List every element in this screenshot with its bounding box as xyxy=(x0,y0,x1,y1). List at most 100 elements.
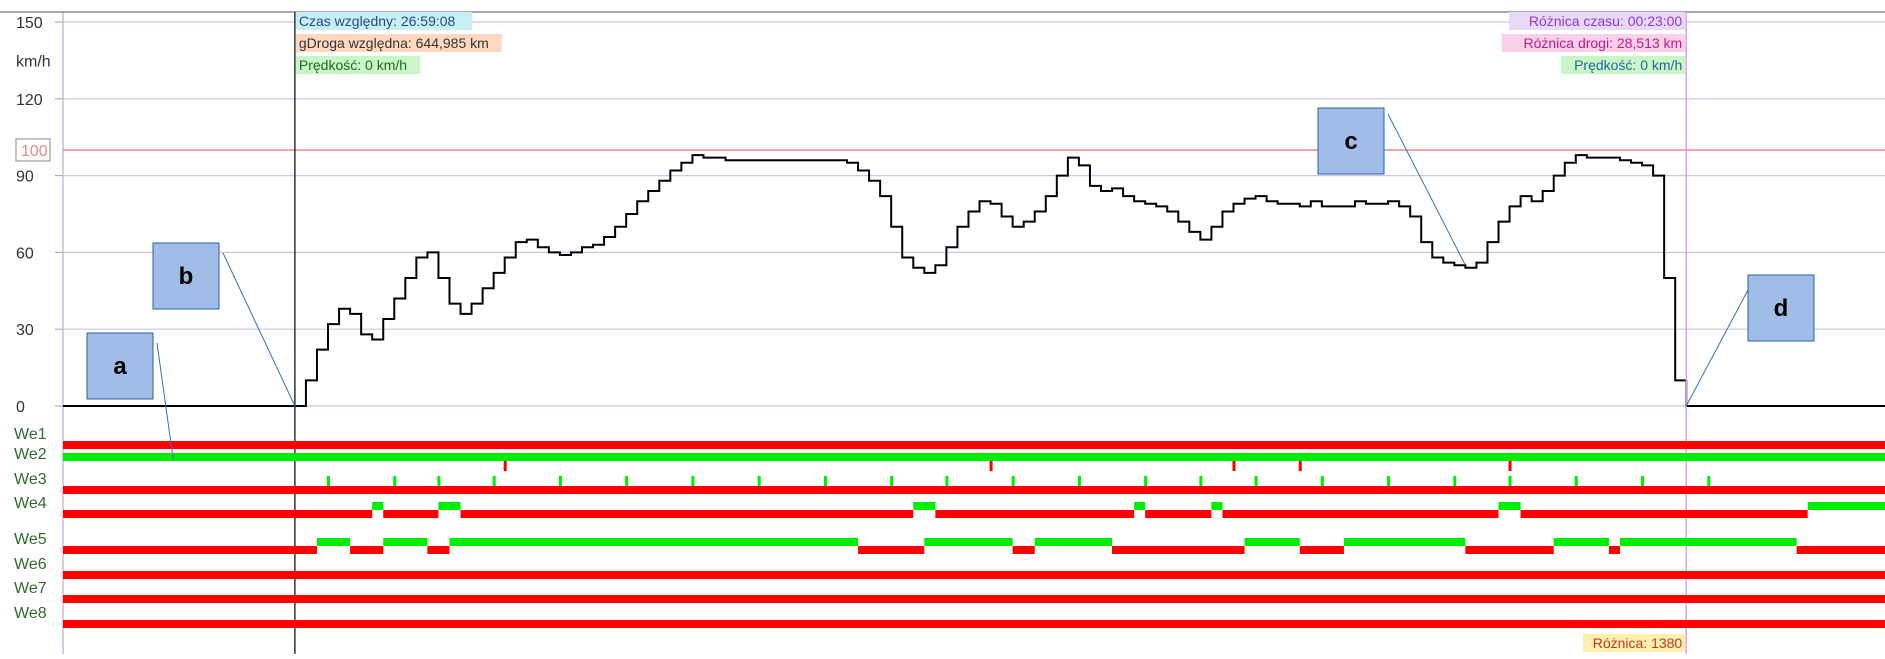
channel-We4-segment-11 xyxy=(1498,502,1521,510)
cursor-right-count-diff: Różnica: 1380 xyxy=(1593,635,1683,651)
channel-We3-pulse-5 xyxy=(625,476,629,486)
callout-c-box xyxy=(1317,107,1385,175)
channel-We5-segment-8 xyxy=(1012,546,1035,554)
cursor-left-distance: gDroga względna: 644,985 km xyxy=(299,35,489,51)
channel-We4-segment-6 xyxy=(935,510,1135,518)
callout-c-leader xyxy=(1387,113,1466,266)
channel-We3-pulse-22 xyxy=(1707,476,1711,486)
channel-We2-spike-3 xyxy=(1298,461,1302,471)
callout-a-box xyxy=(86,332,154,400)
channel-We3-segment-0 xyxy=(63,486,1885,494)
channel-We6-segment-0 xyxy=(63,571,1885,579)
channel-We5-segment-17 xyxy=(1619,538,1797,546)
cursor-left-speed: Prędkość: 0 km/h xyxy=(299,57,407,73)
cursor-right-distance-diff-bg xyxy=(1501,34,1686,52)
channel-We2-spike-2 xyxy=(1232,461,1236,471)
cursor-right-time-diff-bg xyxy=(1509,12,1686,30)
channel-We3-pulse-7 xyxy=(757,476,761,486)
channel-We4-segment-7 xyxy=(1134,502,1146,510)
channel-We3-pulse-19 xyxy=(1508,476,1512,486)
speed-line xyxy=(63,154,1885,407)
channel-label-We7: We7 xyxy=(14,580,47,597)
channel-We3-pulse-13 xyxy=(1144,476,1148,486)
limit-value-label: 100 xyxy=(21,143,48,160)
channel-label-We2: We2 xyxy=(14,446,47,463)
channel-We8-segment-0 xyxy=(63,620,1885,628)
channel-We7-segment-0 xyxy=(63,595,1885,603)
channel-We5-segment-18 xyxy=(1796,546,1885,554)
channel-We5-segment-14 xyxy=(1465,546,1554,554)
channel-We4-segment-5 xyxy=(913,502,936,510)
channel-We3-pulse-12 xyxy=(1077,476,1081,486)
channel-label-We6: We6 xyxy=(14,556,47,573)
channel-We3-pulse-11 xyxy=(1011,476,1015,486)
channel-We4-segment-10 xyxy=(1222,510,1499,518)
channel-We5-segment-15 xyxy=(1553,538,1609,546)
channel-We5-segment-6 xyxy=(858,546,925,554)
channel-We5-segment-16 xyxy=(1608,546,1620,554)
channel-We3-pulse-3 xyxy=(492,476,496,486)
channel-We3-pulse-10 xyxy=(945,476,949,486)
y-tick-label-150: 150 xyxy=(16,15,43,32)
channel-label-We8: We8 xyxy=(14,605,47,622)
y-tick-label-120: 120 xyxy=(16,92,43,109)
channel-We4-segment-2 xyxy=(383,510,439,518)
channel-We5-segment-5 xyxy=(449,538,859,546)
callout-a-label: a xyxy=(113,353,127,380)
cursor-right-speed: Prędkość: 0 km/h xyxy=(1574,57,1682,73)
channel-We3-pulse-9 xyxy=(890,476,894,486)
cursor-right-speed-bg xyxy=(1560,56,1686,74)
channel-We2-spike-4 xyxy=(1508,461,1512,471)
channel-We2-segment-0 xyxy=(63,453,1885,461)
channel-We5-segment-12 xyxy=(1299,546,1344,554)
y-tick-label-90: 90 xyxy=(16,169,34,186)
channel-We5-segment-7 xyxy=(924,538,1013,546)
callout-b-box xyxy=(152,242,220,310)
channel-label-We3: We3 xyxy=(14,471,47,488)
channel-We1-segment-0 xyxy=(63,441,1885,449)
channel-We5-segment-10 xyxy=(1112,546,1245,554)
channel-We3-pulse-1 xyxy=(393,476,397,486)
channel-We2-spike-0 xyxy=(503,461,507,471)
channel-We4-segment-3 xyxy=(438,502,461,510)
channel-We3-pulse-0 xyxy=(327,476,331,486)
y-tick-label-60: 60 xyxy=(16,245,34,262)
cursor-left-time-bg xyxy=(295,12,473,30)
y-tick-label-30: 30 xyxy=(16,322,34,339)
channel-We4-segment-4 xyxy=(460,510,914,518)
callout-a-leader xyxy=(156,342,174,462)
channel-We4-segment-1 xyxy=(372,502,384,510)
channel-We3-pulse-14 xyxy=(1199,476,1203,486)
callout-d-label: d xyxy=(1774,295,1789,322)
channel-We4-segment-13 xyxy=(1807,502,1885,510)
cursor-left-distance-bg xyxy=(295,34,502,52)
y-unit-label: km/h xyxy=(16,53,51,70)
channel-We5-segment-11 xyxy=(1244,538,1300,546)
channel-We3-pulse-16 xyxy=(1320,476,1324,486)
callout-d-leader xyxy=(1685,289,1749,407)
channel-We5-segment-3 xyxy=(383,538,428,546)
channel-label-We5: We5 xyxy=(14,531,47,548)
y-tick-label-0: 0 xyxy=(16,399,25,416)
channel-We3-pulse-20 xyxy=(1574,476,1578,486)
channel-We3-pulse-8 xyxy=(823,476,827,486)
channel-We5-segment-4 xyxy=(427,546,450,554)
channel-We3-pulse-4 xyxy=(558,476,562,486)
callout-d-box xyxy=(1747,274,1815,342)
cursor-right-time-diff: Różnica czasu: 00:23:00 xyxy=(1529,13,1683,29)
channel-We5-segment-13 xyxy=(1343,538,1466,546)
channel-label-We1: We1 xyxy=(14,426,47,443)
channel-We5-segment-9 xyxy=(1034,538,1113,546)
channel-We3-pulse-15 xyxy=(1254,476,1258,486)
channel-We3-pulse-2 xyxy=(437,476,441,486)
callout-b-leader xyxy=(222,252,296,407)
limit-value-box xyxy=(15,138,51,162)
channel-We3-pulse-6 xyxy=(691,476,695,486)
channel-We5-segment-2 xyxy=(350,546,384,554)
cursor-left-time: Czas względny: 26:59:08 xyxy=(299,13,456,29)
channel-We3-pulse-17 xyxy=(1387,476,1391,486)
cursor-left-speed-bg xyxy=(295,56,421,74)
channel-We2-spike-1 xyxy=(989,461,993,471)
cursor-right-distance-diff: Różnica drogi: 28,513 km xyxy=(1523,35,1682,51)
